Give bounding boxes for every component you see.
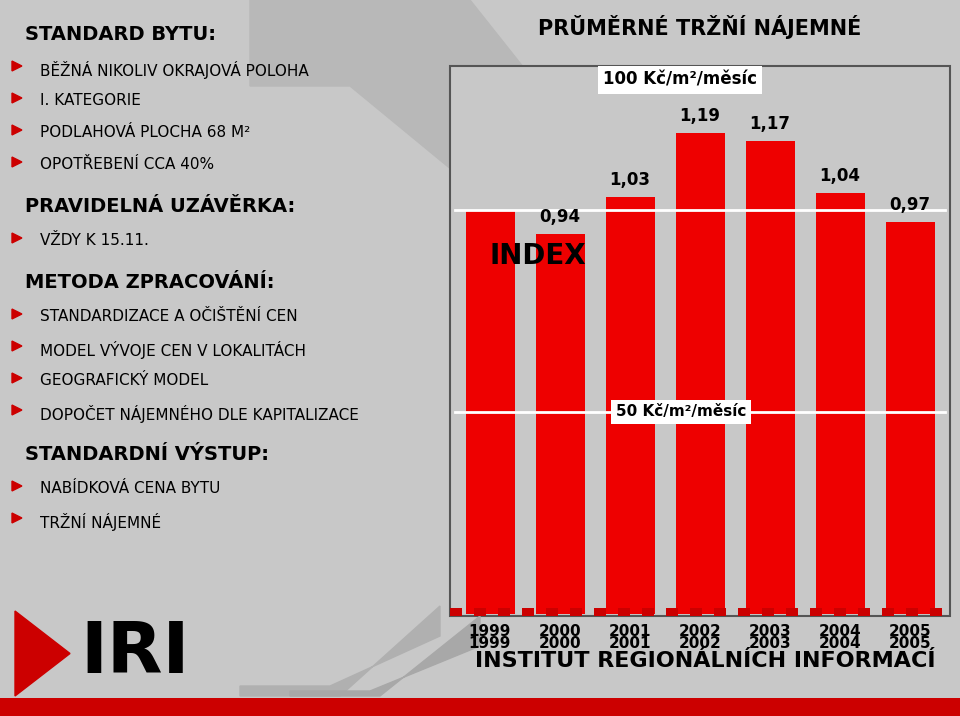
Bar: [522, 608, 534, 616]
Bar: [594, 608, 606, 616]
Text: 2003: 2003: [749, 636, 791, 651]
Bar: [714, 608, 726, 616]
Bar: [810, 608, 822, 616]
Polygon shape: [12, 341, 22, 351]
Text: INSTITUT REGIONÁLNÍCH INFORMACÍ: INSTITUT REGIONÁLNÍCH INFORMACÍ: [475, 651, 935, 671]
Text: 1999: 1999: [468, 624, 511, 639]
Bar: [0, 698, 960, 716]
Text: 2002: 2002: [679, 624, 721, 639]
Polygon shape: [250, 0, 520, 226]
Bar: [450, 608, 462, 616]
Text: 2004: 2004: [819, 624, 861, 639]
Bar: [746, 141, 795, 614]
Polygon shape: [290, 616, 480, 696]
Bar: [450, 66, 950, 616]
Text: 1999: 1999: [468, 636, 511, 651]
Polygon shape: [12, 233, 22, 243]
Bar: [676, 132, 725, 614]
Text: DOPOČET NÁJEMNÉHO DLE KAPITALIZACE: DOPOČET NÁJEMNÉHO DLE KAPITALIZACE: [40, 405, 359, 423]
Bar: [536, 234, 585, 614]
Polygon shape: [12, 157, 22, 167]
Bar: [885, 222, 934, 614]
Polygon shape: [15, 611, 70, 696]
Text: OPOTŘEBENÍ CCA 40%: OPOTŘEBENÍ CCA 40%: [40, 157, 214, 172]
Bar: [474, 608, 486, 616]
Text: 2005: 2005: [889, 636, 931, 651]
Text: PODLAHOVÁ PLOCHA 68 M²: PODLAHOVÁ PLOCHA 68 M²: [40, 125, 251, 140]
Text: 2004: 2004: [819, 636, 861, 651]
Text: I. KATEGORIE: I. KATEGORIE: [40, 93, 141, 108]
Text: NABÍDKOVÁ CENA BYTU: NABÍDKOVÁ CENA BYTU: [40, 481, 221, 496]
Bar: [606, 198, 655, 614]
Text: 2002: 2002: [679, 636, 721, 651]
Polygon shape: [320, 0, 570, 216]
Polygon shape: [12, 93, 22, 103]
Text: 2001: 2001: [609, 624, 651, 639]
Text: 2001: 2001: [609, 636, 651, 651]
Text: 2005: 2005: [889, 624, 931, 639]
Bar: [546, 608, 558, 616]
Bar: [786, 608, 798, 616]
Text: 1,03: 1,03: [610, 171, 651, 190]
Text: INDEX: INDEX: [490, 242, 587, 270]
Text: IRI: IRI: [80, 619, 189, 688]
Text: 1,04: 1,04: [820, 168, 860, 185]
Bar: [498, 608, 510, 616]
Text: PRŬMĚRNÉ TRŽŇÍ NÁJEMNÉ: PRŬMĚRNÉ TRŽŇÍ NÁJEMNÉ: [539, 15, 862, 39]
Bar: [666, 608, 678, 616]
Polygon shape: [520, 200, 720, 360]
Bar: [570, 608, 582, 616]
Bar: [815, 193, 865, 614]
Polygon shape: [240, 606, 440, 696]
Text: 1,17: 1,17: [750, 115, 790, 132]
Text: TRŽNÍ NÁJEMNÉ: TRŽNÍ NÁJEMNÉ: [40, 513, 161, 531]
Text: 2000: 2000: [539, 636, 582, 651]
Polygon shape: [12, 513, 22, 523]
Text: 1,19: 1,19: [680, 107, 721, 125]
Text: STANDARDIZACE A OČIŠTĚNÍ CEN: STANDARDIZACE A OČIŠTĚNÍ CEN: [40, 309, 298, 324]
Polygon shape: [12, 481, 22, 491]
Text: 2003: 2003: [749, 624, 791, 639]
Text: STANDARD BYTU:: STANDARD BYTU:: [25, 25, 216, 44]
Text: 0,94: 0,94: [540, 208, 581, 226]
Text: STANDARDNÍ VÝSTUP:: STANDARDNÍ VÝSTUP:: [25, 445, 269, 464]
Polygon shape: [12, 309, 22, 319]
Text: 0,97: 0,97: [889, 195, 930, 213]
Text: MODEL VÝVOJE CEN V LOKALITÁCH: MODEL VÝVOJE CEN V LOKALITÁCH: [40, 341, 306, 359]
Bar: [882, 608, 894, 616]
Bar: [618, 608, 630, 616]
Text: GEOGRAFICKÝ MODEL: GEOGRAFICKÝ MODEL: [40, 373, 208, 388]
Bar: [858, 608, 870, 616]
Text: VŽDY K 15.11.: VŽDY K 15.11.: [40, 233, 149, 248]
Polygon shape: [12, 405, 22, 415]
Bar: [466, 210, 515, 614]
Bar: [642, 608, 654, 616]
Bar: [738, 608, 750, 616]
Text: 100 Kč/m²/měsíc: 100 Kč/m²/měsíc: [603, 71, 757, 89]
Bar: [834, 608, 846, 616]
Bar: [906, 608, 918, 616]
Text: 2000: 2000: [539, 624, 582, 639]
Polygon shape: [12, 373, 22, 383]
Bar: [690, 608, 702, 616]
Bar: [762, 608, 774, 616]
Text: METODA ZPRACOVÁNÍ:: METODA ZPRACOVÁNÍ:: [25, 273, 275, 292]
Text: BĚŽNÁ NIKOLIV OKRAJOVÁ POLOHA: BĚŽNÁ NIKOLIV OKRAJOVÁ POLOHA: [40, 61, 309, 79]
Text: PRAVIDELNÁ UZÁVĚRKA:: PRAVIDELNÁ UZÁVĚRKA:: [25, 197, 296, 216]
Polygon shape: [12, 61, 22, 71]
Polygon shape: [12, 125, 22, 135]
Bar: [930, 608, 942, 616]
Text: 50 Kč/m²/měsíc: 50 Kč/m²/měsíc: [616, 405, 746, 420]
